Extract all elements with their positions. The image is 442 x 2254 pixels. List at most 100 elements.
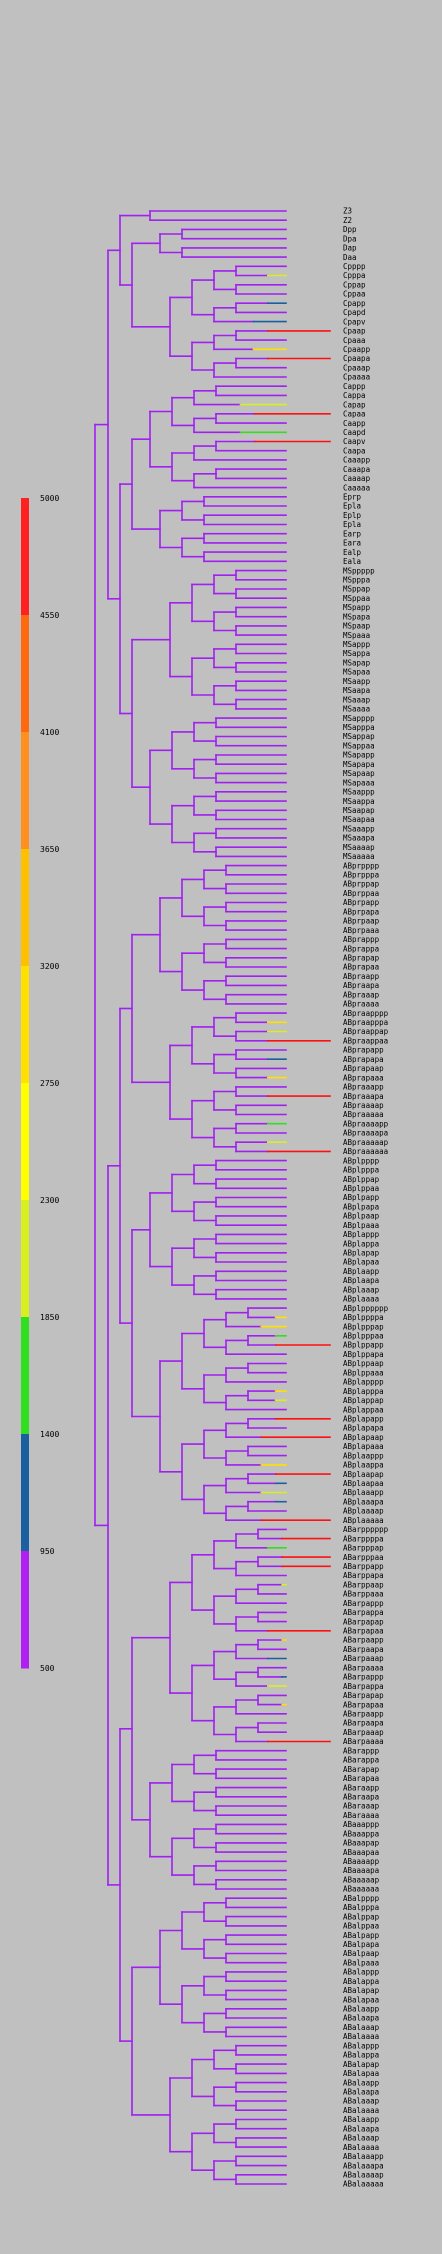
- scale-tick-label: 1400: [40, 1430, 59, 1439]
- leaf-label: ABalpppp: [343, 1894, 380, 1903]
- leaf-label: Cappa: [343, 391, 366, 400]
- leaf-label: ABarapap: [343, 1765, 380, 1774]
- leaf-label: MSpaap: [343, 622, 371, 631]
- leaf-label: Epla: [343, 520, 361, 529]
- leaf-label: Cpaaa: [343, 336, 366, 345]
- leaf-label: ABalaapp: [343, 2078, 380, 2087]
- leaf-label: ABalaapa: [343, 2088, 379, 2097]
- scale-tick-label: 3200: [40, 962, 59, 971]
- leaf-label: ABprapapa: [343, 1055, 384, 1064]
- leaf-label: ABarppaaa: [343, 1590, 384, 1599]
- scale-segment: [21, 1317, 29, 1435]
- leaf-label: ABaraapp: [343, 1783, 380, 1792]
- leaf-label: ABplaapa: [343, 1276, 379, 1285]
- leaf-label: MSaaaaa: [343, 852, 375, 861]
- leaf-label: ABplaaaaa: [343, 1516, 384, 1525]
- leaf-label: ABarpppaa: [343, 1553, 384, 1562]
- leaf-label: ABarppapp: [343, 1562, 384, 1571]
- leaf-label: ABplpaap: [343, 1212, 380, 1221]
- scale-segment: [21, 498, 29, 616]
- leaf-label: ABpraaaaa: [343, 1110, 384, 1119]
- leaf-label: ABplappp: [343, 1230, 380, 1239]
- leaf-label: ABalaaap: [343, 2134, 380, 2143]
- leaf-label: ABprapaa: [343, 963, 379, 972]
- leaf-label: MSaapp: [343, 677, 371, 686]
- leaf-label: Epla: [343, 502, 361, 511]
- leaf-label: ABarpaaap: [343, 1728, 384, 1737]
- leaf-label: ABalppaa: [343, 1922, 379, 1931]
- leaf-label: ABaaappp: [343, 1820, 380, 1829]
- leaf-label: ABalappa: [343, 2051, 379, 2060]
- leaf-label: MSappp: [343, 640, 371, 649]
- leaf-label: ABarpppppp: [343, 1525, 389, 1534]
- scale-segment: [21, 1200, 29, 1318]
- leaf-label: ABplapppa: [343, 1387, 384, 1396]
- leaf-label: ABpraaapa: [343, 1092, 384, 1101]
- leaf-label: ABalapaa: [343, 2069, 379, 2078]
- leaf-label: ABplpppa: [343, 1166, 379, 1175]
- leaf-label: ABalaaaa: [343, 2143, 379, 2152]
- leaf-label: ABplapaaa: [343, 1442, 384, 1451]
- leaf-label: ABarapaa: [343, 1774, 379, 1783]
- leaf-label: Eplp: [343, 511, 362, 520]
- leaf-label: ABpraaapp: [343, 1083, 384, 1092]
- leaf-label: ABplaapp: [343, 1267, 380, 1276]
- leaf-label: MSppaa: [343, 594, 370, 603]
- leaf-label: ABprapaaa: [343, 1073, 384, 1082]
- leaf-label: ABarpappa: [343, 1682, 384, 1691]
- leaf-label: ABpraapa: [343, 981, 379, 990]
- leaf-label: MSappap: [343, 732, 375, 741]
- leaf-label: ABplpppp: [343, 1156, 380, 1165]
- leaf-label: ABaaapap: [343, 1839, 380, 1848]
- leaf-label: ABalaaaa: [343, 2106, 379, 2115]
- leaf-label: ABalaaapp: [343, 2152, 384, 2161]
- leaf-label: MSaapap: [343, 806, 375, 815]
- leaf-label: Z3: [343, 207, 352, 216]
- leaf-label: MSaaaa: [343, 705, 370, 714]
- leaf-label: Eara: [343, 539, 361, 548]
- leaf-label: ABplapapa: [343, 1424, 384, 1433]
- leaf-label: ABpraapp: [343, 972, 380, 981]
- leaf-label: Caaaap: [343, 474, 371, 483]
- leaf-label: ABalaapa: [343, 2014, 379, 2023]
- leaf-label: ABplpapa: [343, 1202, 379, 1211]
- leaf-label: ABalapaa: [343, 1995, 379, 2004]
- leaf-label: ABalaaapa: [343, 2161, 384, 2170]
- scale-tick-label: 2300: [40, 1196, 59, 1205]
- leaf-label: Cppaa: [343, 290, 366, 299]
- leaf-label: MSaaap: [343, 695, 371, 704]
- leaf-label: ABalaapp: [343, 2115, 380, 2124]
- leaf-label: MSapppa: [343, 723, 375, 732]
- leaf-label: Caapa: [343, 446, 366, 455]
- leaf-label: ABplaapaa: [343, 1479, 384, 1488]
- leaf-label: MSppppp: [343, 566, 375, 575]
- leaf-label: ABalappa: [343, 1977, 379, 1986]
- leaf-label: MSpapa: [343, 612, 370, 621]
- scale-segment: [21, 615, 29, 733]
- leaf-label: MSpapp: [343, 603, 371, 612]
- leaf-label: ABprppap: [343, 880, 380, 889]
- leaf-label: Cpaapa: [343, 354, 370, 363]
- leaf-label: MSpppa: [343, 576, 370, 585]
- leaf-label: ABarpaapa: [343, 1645, 384, 1654]
- leaf-label: ABplppap: [343, 1175, 380, 1184]
- leaf-label: ABplaaaap: [343, 1507, 384, 1516]
- scale-tick-label: 4550: [40, 611, 59, 620]
- leaf-labels: Z3Z2DppDpaDapDaaCppppCpppaCppapCppaaCpap…: [343, 207, 389, 2189]
- leaf-label: MSaapa: [343, 686, 370, 695]
- leaf-label: ABaaappa: [343, 1829, 379, 1838]
- leaf-label: ABplppapa: [343, 1350, 384, 1359]
- leaf-label: Eprp: [343, 493, 362, 502]
- leaf-label: MSapppp: [343, 714, 375, 723]
- scale-tick-label: 2750: [40, 1079, 59, 1088]
- leaf-label: Cpapp: [343, 299, 366, 308]
- leaf-label: ABplappa: [343, 1239, 379, 1248]
- leaf-label: ABprppaa: [343, 889, 379, 898]
- leaf-label: ABprapap: [343, 954, 380, 963]
- scale-tick-label: 1850: [40, 1313, 59, 1322]
- leaf-label: ABplppaa: [343, 1184, 379, 1193]
- leaf-label: ABplappaa: [343, 1405, 384, 1414]
- leaf-label: ABalpppa: [343, 1903, 379, 1912]
- leaf-label: ABalpaap: [343, 1949, 380, 1958]
- leaf-label: MSaaapp: [343, 824, 375, 833]
